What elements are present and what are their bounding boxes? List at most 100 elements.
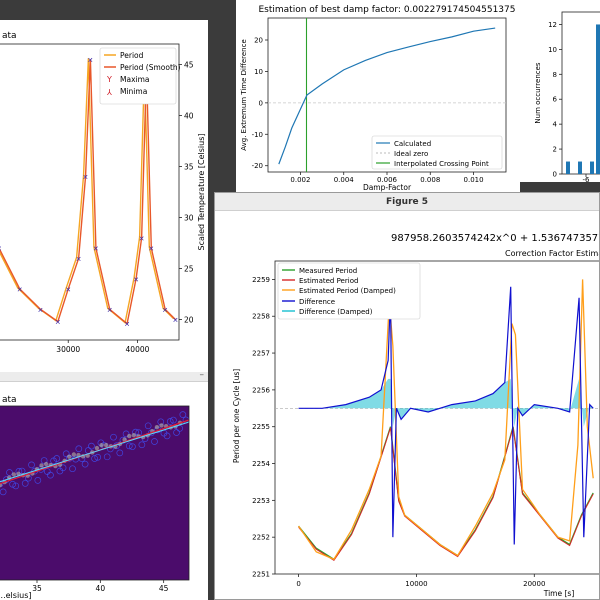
y-tick-labels: 0 2 4 6 8 10 12 <box>548 21 562 179</box>
scatter-point-dense <box>159 423 164 428</box>
scatter-point-dense <box>11 472 17 477</box>
scatter-point <box>21 479 29 487</box>
minimize-icon[interactable]: – <box>199 372 205 380</box>
window-titlebar[interactable]: – <box>0 372 208 382</box>
scatter-point-dense <box>103 442 109 448</box>
extremum-marker: ✕ <box>107 306 113 314</box>
extremum-marker: ✕ <box>148 245 154 253</box>
extremum-marker: ✕ <box>87 56 93 64</box>
figure5-series-group <box>275 279 599 561</box>
y-tick-label: 6 <box>553 96 558 104</box>
scatter-point-dense <box>43 461 49 467</box>
x-axis-label: ...elsius] <box>0 591 32 600</box>
scatter-points-group <box>0 411 190 496</box>
window-figure-5: Figure 5 987958.2603574242x^0 + 1.536747… <box>214 192 600 600</box>
extremum-marker: ✕ <box>83 174 89 182</box>
window-titlebar[interactable]: Figure 5 <box>215 193 599 211</box>
y-tick-label: 40 <box>184 111 194 120</box>
scatter-point-dense <box>127 433 132 439</box>
x-tick-label: 20000 <box>523 580 545 588</box>
difference-line <box>298 286 594 545</box>
legend: Period Period (Smooth) Y Maxima ⅄ Minima <box>99 47 181 105</box>
scatter-point <box>0 480 4 488</box>
smooth-period-line <box>0 59 177 325</box>
legend-item: Interpolated Crossing Point <box>394 160 489 168</box>
scatter-point-dense <box>99 442 104 448</box>
x-tick-labels: 35 40 45 <box>32 580 169 593</box>
scatter-point <box>170 416 177 424</box>
y-tick-labels: 20 25 30 35 40 45 <box>179 60 194 325</box>
y-tick-label: 20 <box>184 316 194 325</box>
window-period-plot: ata ✕✕✕✕✕✕✕✕✕✕✕✕✕✕✕✕✕ 20 25 30 35 40 45 30000… <box>0 20 208 372</box>
y-tick-label: 25 <box>184 265 194 274</box>
extremum-marker: ✕ <box>65 286 71 294</box>
calculated-line <box>278 27 496 165</box>
x-tick-labels: 30000 40000 <box>56 340 150 354</box>
histogram-bar <box>566 161 570 174</box>
histogram-bar <box>590 161 594 174</box>
legend-item: Estimated Period <box>299 277 358 285</box>
y-tick-labels: -20 -10 0 10 20 <box>252 37 268 170</box>
y-tick-label: 10 <box>548 46 557 54</box>
y-tick-labels: 2251 2252 2253 2254 2255 2256 2257 2258 2259 <box>252 276 275 579</box>
damp-series-group <box>268 18 506 172</box>
scatter-point <box>151 438 158 445</box>
period-chart: ata ✕✕✕✕✕✕✕✕✕✕✕✕✕✕✕✕✕ 20 25 30 35 40 45 30000… <box>0 31 206 354</box>
scatter-point <box>116 449 124 457</box>
extremum-marker: ✕ <box>76 255 82 263</box>
x-tick-label: 0.004 <box>334 176 355 184</box>
scatter-point <box>110 433 117 441</box>
histogram-bar <box>596 24 600 175</box>
y-tick-label: 8 <box>553 71 557 79</box>
y-tick-label: 2252 <box>252 534 270 542</box>
y-tick-label: 2253 <box>252 497 270 505</box>
y-tick-label: 35 <box>184 162 194 171</box>
scatter-point <box>173 429 180 436</box>
scatter-point <box>69 465 76 473</box>
scatter-point <box>163 432 171 440</box>
scatter-point <box>59 464 67 472</box>
extremum-marker: ✕ <box>173 317 179 325</box>
y-tick-label: -10 <box>252 131 263 139</box>
window-title: Figure 5 <box>385 197 429 207</box>
y-axis-label: Num occurrences <box>534 62 542 124</box>
scatter-point <box>53 455 61 462</box>
scatter-point-dense <box>71 452 77 457</box>
chart-title: Estimation of best damp factor: 0.002279… <box>259 5 516 15</box>
scatter-point <box>28 461 35 469</box>
scatter-point-dense <box>154 424 160 430</box>
minima-marker-icon: ⅄ <box>106 88 112 97</box>
y-tick-label: 2251 <box>252 571 270 579</box>
x-tick-label: 0 <box>296 580 300 588</box>
x-axis-label: Time [s] <box>543 589 575 598</box>
histogram-bar <box>578 161 582 174</box>
y-axis-label: Avg. Extremum Time Difference <box>240 39 248 151</box>
scatter-point <box>94 453 102 461</box>
y-axis-label: Period per one Cycle [us] <box>232 369 241 463</box>
y-tick-label: 10 <box>254 68 263 76</box>
x-tick-label: 40000 <box>126 345 150 354</box>
x-tick-labels: -6 <box>583 174 590 182</box>
y-tick-label: 0 <box>553 171 557 179</box>
legend-item: Minima <box>120 87 147 96</box>
window-damp-factor: Estimation of best damp factor: 0.002279… <box>236 0 520 192</box>
legend: Calculated Ideal zero Interpolated Cross… <box>371 135 503 170</box>
scatter-point <box>179 411 187 418</box>
x-tick-label: 0.002 <box>290 176 310 184</box>
histogram-chart: 0 2 4 6 8 10 12 -6 Num occurrences <box>534 11 600 182</box>
extremum-marker: ✕ <box>0 245 2 253</box>
scatter-point <box>138 441 146 449</box>
x-tick-label: 0.006 <box>377 176 398 184</box>
histogram-bars-group <box>566 24 600 175</box>
legend-item: Period (Smooth) <box>120 63 181 72</box>
scatter-point <box>9 480 16 488</box>
scatter-point <box>0 488 7 496</box>
x-tick-label: 10000 <box>405 580 427 588</box>
legend-item: Difference (Damped) <box>299 308 373 316</box>
estimated-damped-line <box>298 279 594 561</box>
fit-line-secondary <box>0 421 190 483</box>
y-tick-label: 20 <box>254 37 263 45</box>
plot-frame <box>561 11 600 175</box>
scatter-point <box>129 443 136 451</box>
scatter-point <box>103 453 111 461</box>
